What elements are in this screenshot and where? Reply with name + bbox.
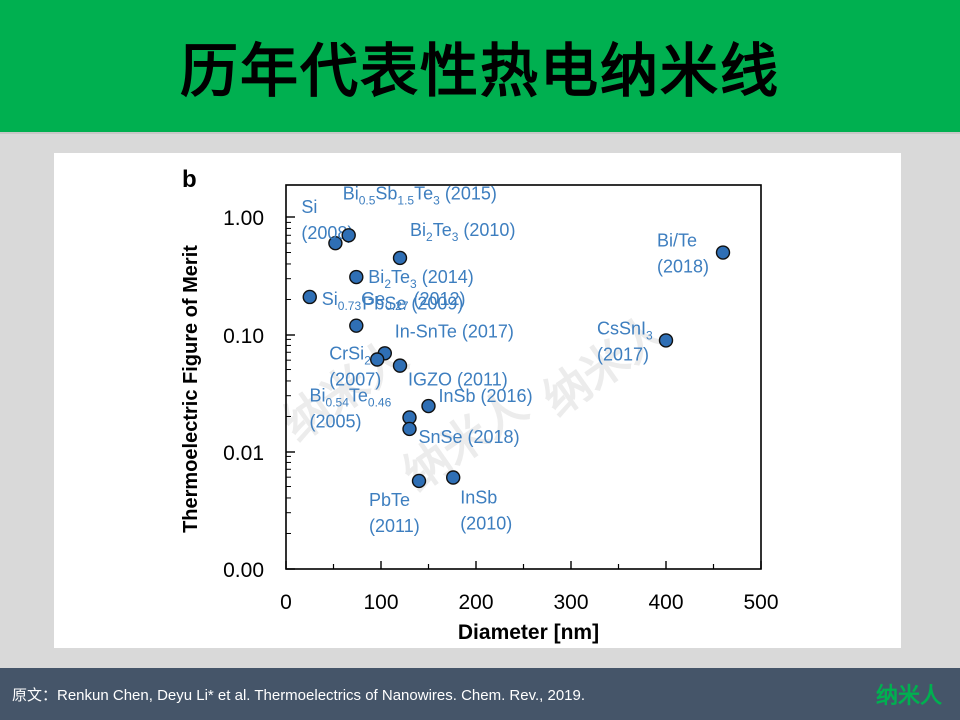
y-tick-label: 1.00 <box>223 207 264 230</box>
y-tick-label: 0.10 <box>223 325 264 348</box>
point-label: PbSe (2009) <box>362 294 463 314</box>
point-label: IGZO (2011) <box>408 370 508 390</box>
x-tick-label: 500 <box>743 591 778 614</box>
point-label: (2010) <box>460 513 512 533</box>
title-bar: 历年代表性热电纳米线 <box>0 0 960 134</box>
data-point <box>302 289 317 305</box>
point-label: (2011) <box>369 516 420 536</box>
data-point <box>715 245 731 260</box>
x-tick-label: 400 <box>648 591 683 614</box>
data-point <box>411 473 427 489</box>
point-label: (2018) <box>657 257 709 277</box>
chart-panel: 纳米人 纳米人 纳米人 0 100 200 300 400 500 1.00 0.10 0.01 0.0… <box>54 153 901 648</box>
brand-logo: 纳米人 <box>875 684 942 709</box>
x-tick-label: 200 <box>458 591 493 614</box>
data-point <box>349 318 364 333</box>
y-axis-label: Thermoelectric Figure of Merit <box>180 245 202 533</box>
point-label: (2008) <box>301 223 353 243</box>
point-label: InSb (2016) <box>439 386 533 406</box>
point-label: In-SnTe (2017) <box>395 321 514 341</box>
x-tick-label: 300 <box>553 591 588 614</box>
data-point <box>446 470 461 485</box>
data-point <box>392 250 408 266</box>
y-tick-label: 0.00 <box>223 559 264 582</box>
y-tick-label: 0.01 <box>223 442 264 465</box>
data-point <box>392 358 408 373</box>
point-label: Bi0.54Te0.46 <box>310 385 392 409</box>
point-label: Si0.73Ge0.27 (2012) <box>322 289 466 313</box>
data-point <box>421 398 436 414</box>
point-label: Bi2Te3 (2010) <box>410 220 515 244</box>
data-point <box>402 421 417 437</box>
x-axis-label: Diameter [nm] <box>458 621 599 644</box>
point-label: Bi/Te <box>657 231 697 251</box>
point-label: Bi2Te3 (2014) <box>368 267 473 291</box>
page-title: 历年代表性热电纳米线 <box>179 37 780 105</box>
point-label: (2007) <box>329 369 381 389</box>
point-label: InSb <box>460 487 497 507</box>
panel-label: b <box>182 166 197 193</box>
point-label: CrSi2 <box>329 343 371 367</box>
point-label: PbTe <box>369 490 410 510</box>
data-point <box>341 228 356 243</box>
data-point <box>349 269 364 285</box>
x-tick-label: 0 <box>280 591 292 614</box>
x-tick-label: 100 <box>363 591 398 614</box>
point-label: (2017) <box>597 344 649 364</box>
data-point <box>370 352 385 367</box>
point-label: (2005) <box>310 411 362 431</box>
footer-bar: 原文：Renkun Chen, Deyu Li* et al. Thermoel… <box>0 668 960 720</box>
point-label: Bi0.5Sb1.5Te3 (2015) <box>343 183 497 207</box>
data-point <box>658 333 674 348</box>
point-label: Si <box>301 197 317 217</box>
point-label: CsSnI3 <box>597 318 653 342</box>
citation-text: 原文：Renkun Chen, Deyu Li* et al. Thermoel… <box>12 686 586 704</box>
data-point <box>328 235 343 251</box>
point-label: SnSe (2018) <box>419 427 520 447</box>
